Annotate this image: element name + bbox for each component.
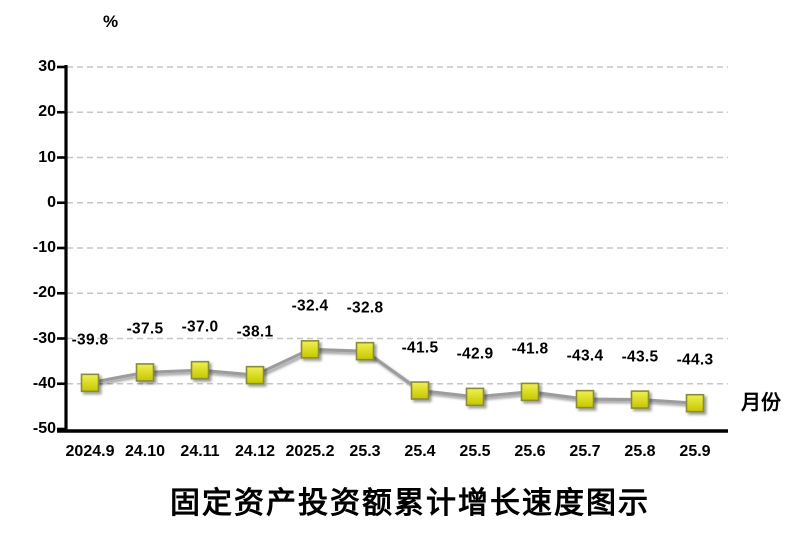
data-point-label: -32.4 [291,297,329,315]
data-point-marker [575,389,595,409]
y-axis-tick-label: 30 [38,58,56,75]
x-axis-tick-label: 25.7 [569,443,601,460]
data-point-marker [80,373,100,393]
y-axis-tick-label: -20 [32,284,56,302]
y-axis-tick-label: -50 [32,420,56,437]
data-point-label: -43.5 [621,348,659,366]
y-axis-unit-label: % [103,12,119,31]
data-point-label: -41.8 [511,340,549,358]
data-point-label: -41.5 [401,339,439,357]
x-axis-tick-label: 25.8 [624,443,656,460]
y-axis-tick-label: -30 [32,329,56,347]
x-axis-tick-label: 25.4 [404,443,436,460]
x-axis-tick-label: 25.9 [679,443,711,460]
data-point-label: -37.0 [181,318,219,336]
data-point-label: -43.4 [566,347,604,365]
y-axis-tick-label: 0 [47,193,56,211]
data-point-marker [410,381,430,400]
y-axis-tick-label: 10 [38,148,56,166]
data-point-marker [245,365,265,385]
data-point-marker [135,363,155,382]
data-point-marker [630,390,650,409]
data-point-marker [465,387,485,407]
x-axis-tick-label: 24.12 [234,443,276,460]
chart-title: 固定资产投资额累计增长速度图示 [170,486,650,521]
x-axis-unit-label: 月份 [741,390,781,414]
x-axis-tick-label: 24.11 [180,443,220,460]
x-axis-tick-label: 25.5 [459,443,491,460]
data-point-marker [520,382,540,402]
x-axis-tick-label: 25.6 [514,443,546,460]
data-point-label: -42.9 [456,345,494,363]
data-point-label: -38.1 [236,323,274,341]
x-axis-tick-label: 2024.9 [65,443,115,460]
x-axis-tick-label: 2025.2 [285,443,335,460]
y-axis-tick-label: 20 [38,103,56,121]
x-axis-tick-label: 25.3 [349,443,381,460]
y-axis-tick-label: -10 [32,239,56,256]
data-point-label: -32.8 [346,299,384,317]
x-axis-tick-label: 24.10 [124,443,166,460]
data-point-label: -37.5 [126,320,164,338]
data-point-marker [685,393,705,413]
data-point-marker [300,340,320,359]
data-point-marker [355,341,375,361]
y-axis-tick-label: -40 [32,374,56,392]
data-point-label: -39.8 [71,331,109,349]
data-point-marker [190,360,210,380]
data-point-label: -44.3 [676,351,714,369]
